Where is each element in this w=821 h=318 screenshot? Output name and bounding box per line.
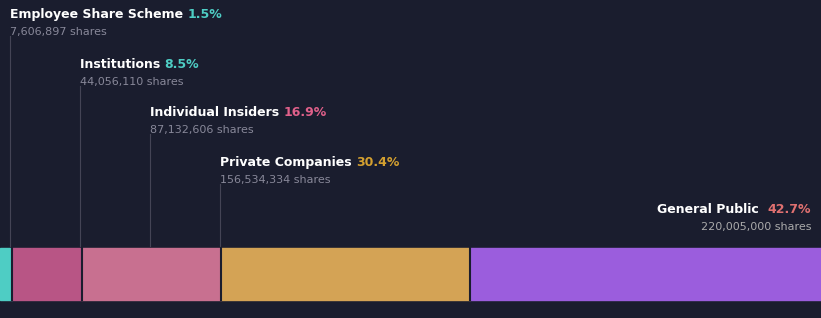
Bar xyxy=(0,248,12,300)
Text: 87,132,606 shares: 87,132,606 shares xyxy=(150,125,254,135)
Text: 16.9%: 16.9% xyxy=(283,106,327,119)
Text: Individual Insiders: Individual Insiders xyxy=(150,106,283,119)
Text: Private Companies: Private Companies xyxy=(220,156,356,169)
Text: 42.7%: 42.7% xyxy=(768,203,811,216)
Text: 8.5%: 8.5% xyxy=(165,58,200,71)
Text: 44,056,110 shares: 44,056,110 shares xyxy=(80,77,184,87)
Text: Employee Share Scheme: Employee Share Scheme xyxy=(10,8,187,21)
Text: 156,534,334 shares: 156,534,334 shares xyxy=(220,175,331,185)
Bar xyxy=(12,248,82,300)
Bar xyxy=(221,248,470,300)
Bar xyxy=(470,248,821,300)
Text: 30.4%: 30.4% xyxy=(356,156,399,169)
Text: 1.5%: 1.5% xyxy=(187,8,222,21)
Text: 7,606,897 shares: 7,606,897 shares xyxy=(10,27,107,37)
Text: General Public: General Public xyxy=(658,203,764,216)
Text: Institutions: Institutions xyxy=(80,58,165,71)
Bar xyxy=(82,248,221,300)
Text: 220,005,000 shares: 220,005,000 shares xyxy=(700,222,811,232)
